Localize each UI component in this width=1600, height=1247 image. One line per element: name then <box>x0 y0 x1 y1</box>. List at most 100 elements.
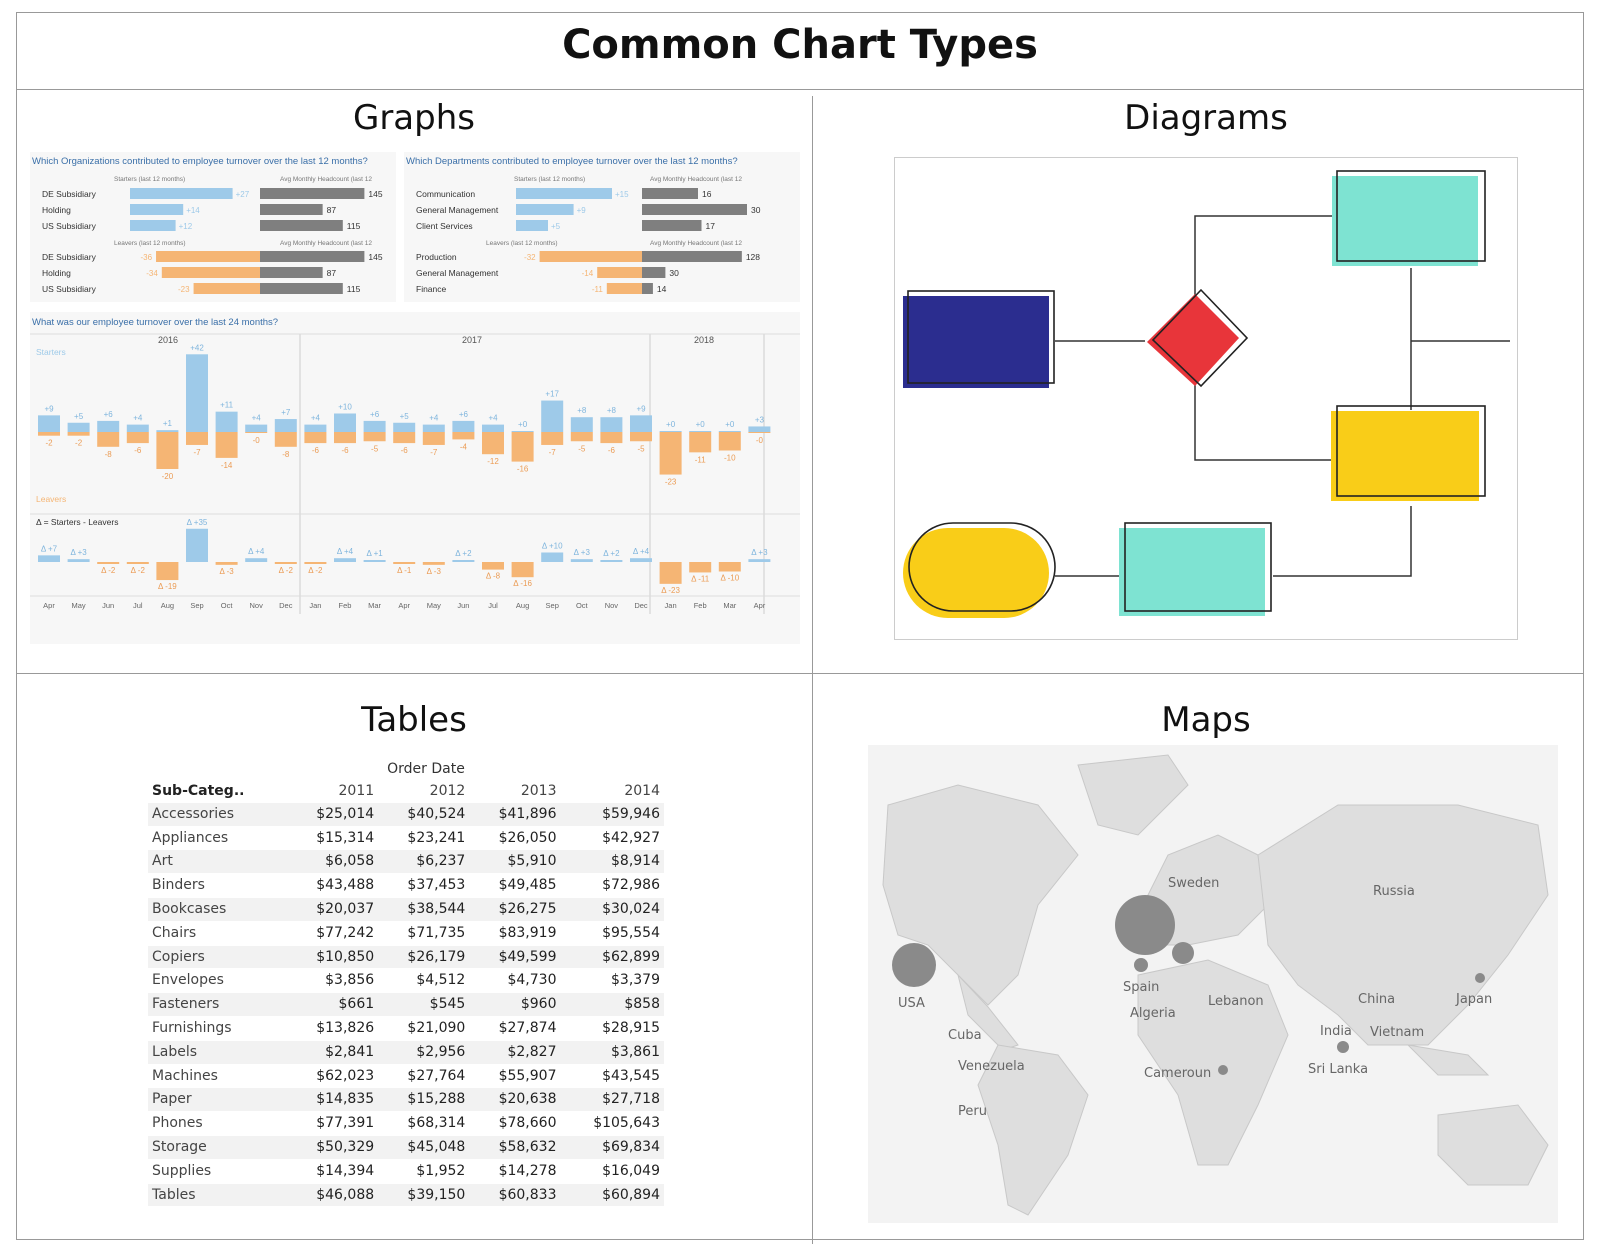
org-leavers-bar <box>193 283 260 294</box>
starters-bar-label: +0 <box>518 420 528 429</box>
delta-bar-label: Δ +7 <box>41 544 58 553</box>
org-starters-label: +14 <box>186 206 200 215</box>
diagram-teal-box-bottom <box>1119 528 1265 616</box>
table-cell: $50,329 <box>316 1138 375 1155</box>
month-tick-label: Nov <box>605 601 619 610</box>
table-cell: $43,545 <box>602 1067 660 1084</box>
dept-starters-category: Communication <box>416 189 475 199</box>
delta-bar-label: Δ +4 <box>248 547 265 556</box>
leavers-bar-label: -7 <box>193 448 201 457</box>
dept-leavers-bar <box>597 267 642 278</box>
dept-leavers-header: Leavers (last 12 months) <box>486 240 558 247</box>
month-tick-label: Sep <box>546 601 559 610</box>
map-country-label: India <box>1320 1024 1352 1039</box>
table-cell: $49,599 <box>498 948 557 965</box>
delta-bar-label: Δ -3 <box>427 567 442 576</box>
dept-headcount-bar <box>642 188 698 199</box>
starters-bar-label: +5 <box>74 412 84 421</box>
table-cell: $8,914 <box>611 853 660 870</box>
title-divider <box>16 89 1584 90</box>
map-country-label: Lebanon <box>1208 994 1264 1009</box>
year-header: 2018 <box>694 335 714 345</box>
leavers-bar <box>274 432 297 447</box>
delta-bar <box>97 562 120 564</box>
table-cell: $4,730 <box>507 972 557 989</box>
starters-bar-label: +9 <box>636 404 646 413</box>
turnover-chart-title: What was our employee turnover over the … <box>32 317 278 328</box>
starters-bar <box>156 430 179 432</box>
leavers-bar <box>393 432 416 444</box>
map-country-label: Russia <box>1373 884 1415 899</box>
month-tick-label: Feb <box>694 601 707 610</box>
table-cell: Chairs <box>152 924 197 941</box>
table-cell: $77,242 <box>316 924 375 941</box>
month-tick-label: Dec <box>634 601 648 610</box>
dept-headcount-bar-2 <box>642 251 742 262</box>
starters-bar-label: +4 <box>429 414 439 423</box>
table-row: Fasteners $661 $545 $960 $858 <box>148 992 664 1017</box>
delta-bar-label: Δ -8 <box>486 572 501 581</box>
leavers-bar-label: -0 <box>253 436 261 445</box>
table-cell: $2,827 <box>507 1043 557 1060</box>
leavers-bar <box>452 432 475 440</box>
maps-title: Maps <box>1161 700 1251 740</box>
org-leavers-label: -23 <box>178 285 190 294</box>
bubble-europe-large <box>1115 895 1175 955</box>
starters-bar <box>600 417 623 432</box>
delta-bar-label: Δ +3 <box>70 548 87 557</box>
table-cell: $26,050 <box>498 829 557 846</box>
diagram-navy-box <box>903 296 1049 388</box>
month-tick-label: Oct <box>221 601 234 610</box>
month-tick-label: May <box>72 601 86 610</box>
leavers-bar <box>541 432 564 445</box>
map-country-label: Cuba <box>948 1028 982 1043</box>
starters-bar-label: +9 <box>44 404 54 413</box>
leavers-bar-label: -8 <box>105 450 113 459</box>
table-cell: $545 <box>429 996 466 1013</box>
graphs-panel: Which Organizations contributed to emplo… <box>30 152 800 644</box>
starters-bar-label: +4 <box>311 414 321 423</box>
diagram-navy-box-outline <box>907 290 1055 384</box>
table-cell: Storage <box>152 1138 207 1155</box>
table-cell: $49,485 <box>498 877 557 894</box>
table-cell: Paper <box>152 1091 192 1108</box>
table-cell: $23,241 <box>407 829 466 846</box>
leavers-bar <box>748 432 771 433</box>
leavers-bar-label: -16 <box>517 465 529 474</box>
starters-bar <box>363 420 386 432</box>
starters-bar <box>511 431 534 432</box>
delta-bar <box>215 562 238 565</box>
leavers-bar <box>422 432 445 445</box>
map-country-label: Japan <box>1455 992 1492 1007</box>
delta-bar-label: Δ +2 <box>455 549 472 558</box>
org-headcount-bar <box>260 204 323 215</box>
org-starters-label: +12 <box>179 222 193 231</box>
leavers-bar <box>186 432 208 445</box>
dept-leavers-category: General Management <box>416 268 499 278</box>
table-cell: $15,314 <box>316 829 375 846</box>
starters-bar <box>482 424 504 432</box>
land-asia <box>1257 804 1549 1046</box>
leavers-bar-label: -23 <box>665 478 677 487</box>
month-tick-label: Jan <box>665 601 677 610</box>
leavers-bar-label: -6 <box>134 446 142 455</box>
table-cell: $25,014 <box>316 805 375 822</box>
bubble-sri-lanka <box>1337 1041 1349 1053</box>
table-row: Appliances $15,314 $23,241 $26,050 $42,927 <box>148 826 664 850</box>
outer-frame <box>16 12 1584 1240</box>
table-row: Accessories $25,014 $40,524 $41,896 $59,946 <box>148 802 664 827</box>
diagram-yellow-oval <box>903 528 1049 618</box>
org-headcount-label-2: 87 <box>327 268 337 278</box>
bubble-japan <box>1475 973 1485 983</box>
leavers-bar-label: -10 <box>724 454 736 463</box>
table-cell: $95,554 <box>602 924 660 941</box>
delta-bar-label: Δ +35 <box>187 518 208 527</box>
delta-bar-label: Δ -10 <box>720 574 739 583</box>
map-country-label: USA <box>898 996 925 1011</box>
map-country-label: Spain <box>1123 980 1159 995</box>
starters-bar-label: +4 <box>252 414 262 423</box>
dept-starters-bar <box>516 204 574 215</box>
month-tick-label: Aug <box>516 601 529 610</box>
starters-bar-label: +8 <box>607 406 617 415</box>
table-row: Supplies $14,394 $1,952 $14,278 $16,049 <box>148 1159 664 1184</box>
